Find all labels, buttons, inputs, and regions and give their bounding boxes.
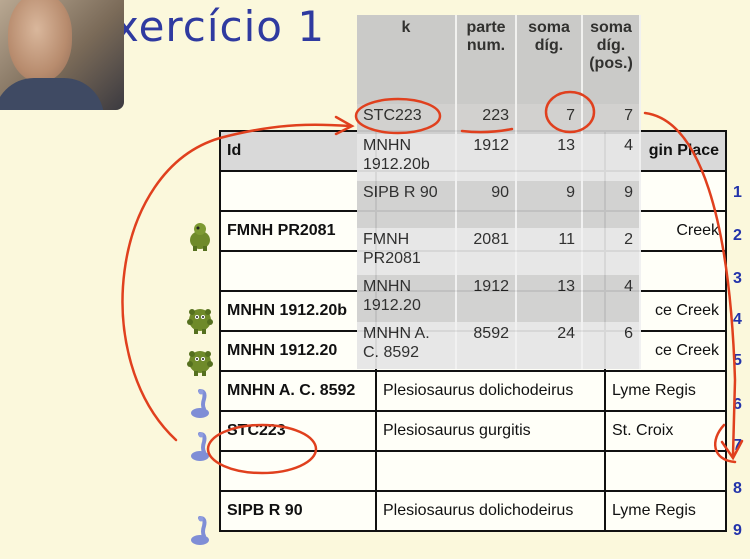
presenter-shirt	[0, 78, 104, 110]
row-number: 9	[733, 522, 742, 539]
spiky-dinosaur-icon	[187, 351, 213, 376]
table-row: STC223 Plesiosaurus gurgitis St. Croix	[219, 410, 727, 452]
table-row: STC223 223 7 7	[357, 104, 641, 134]
id-cell	[219, 170, 377, 212]
id-cell: FMNH PR2081	[219, 210, 377, 252]
row-number: 7	[733, 437, 742, 454]
k-cell: MNHN 1912.20b	[357, 134, 457, 181]
k-cell: MNHN A. C. 8592	[357, 322, 457, 369]
header-soma-dig-pos: soma díg. (pos.)	[582, 15, 641, 104]
id-cell: MNHN 1912.20	[219, 330, 377, 372]
overlay-header-row: k parte num. soma díg. soma díg. (pos.)	[357, 15, 641, 104]
id-cell: MNHN 1912.20b	[219, 290, 377, 332]
table-row: MNHN 1912.20 1912 13 4	[357, 275, 641, 322]
pos-cell: 6	[582, 322, 641, 369]
soma-cell: 9	[516, 181, 583, 228]
row-number: 3	[733, 270, 742, 287]
pos-cell: 2	[582, 228, 641, 275]
pos-cell: 4	[582, 275, 641, 322]
soma-cell: 13	[516, 134, 583, 181]
id-cell: STC223	[219, 410, 377, 452]
row-number: 5	[733, 352, 742, 369]
row-number: 2	[733, 227, 742, 244]
table-row: FMNH PR2081 2081 11 2	[357, 228, 641, 275]
parte-cell: 90	[456, 181, 517, 228]
parte-cell: 223	[456, 104, 517, 134]
row-number: 8	[733, 480, 742, 497]
dinosaur-icon	[190, 223, 210, 251]
id-cell: MNHN A. C. 8592	[219, 370, 377, 412]
presenter-face	[8, 0, 72, 82]
slide-title: xercício 1	[114, 2, 326, 51]
row-number: 4	[733, 311, 742, 328]
k-cell: STC223	[357, 104, 457, 134]
k-cell: SIPB R 90	[357, 181, 457, 228]
table-row: MNHN A. C. 8592 Plesiosaurus dolichodeiru…	[219, 370, 727, 412]
pos-cell: 7	[582, 104, 641, 134]
k-cell: FMNH PR2081	[357, 228, 457, 275]
id-cell: SIPB R 90	[219, 490, 377, 532]
species-cell: Plesiosaurus dolichodeirus	[375, 490, 606, 532]
plesiosaur-icon	[191, 432, 209, 461]
species-cell: Plesiosaurus dolichodeirus	[375, 370, 606, 412]
place-cell	[604, 450, 727, 492]
header-k: k	[357, 15, 457, 104]
header-soma-dig: soma díg.	[516, 15, 583, 104]
spiky-dinosaur-icon	[187, 309, 213, 334]
place-cell: Lyme Regis	[604, 490, 727, 532]
parte-cell: 1912	[456, 134, 517, 181]
webcam-video	[0, 0, 124, 110]
parte-cell: 1912	[456, 275, 517, 322]
species-cell: Plesiosaurus gurgitis	[375, 410, 606, 452]
soma-cell: 13	[516, 275, 583, 322]
soma-cell: 11	[516, 228, 583, 275]
table-row	[219, 450, 727, 492]
id-cell	[219, 250, 377, 292]
pos-cell: 4	[582, 134, 641, 181]
species-cell	[375, 450, 606, 492]
id-cell	[219, 450, 377, 492]
k-cell: MNHN 1912.20	[357, 275, 457, 322]
place-cell: Lyme Regis	[604, 370, 727, 412]
row-number: 6	[733, 396, 742, 413]
pos-cell: 9	[582, 181, 641, 228]
header-parte-num: parte num.	[456, 15, 517, 104]
parte-cell: 2081	[456, 228, 517, 275]
table-row: SIPB R 90 90 9 9	[357, 181, 641, 228]
row-number: 1	[733, 184, 742, 201]
soma-cell: 7	[516, 104, 583, 134]
table-row: MNHN A. C. 8592 8592 24 6	[357, 322, 641, 369]
place-cell: St. Croix	[604, 410, 727, 452]
table-row: MNHN 1912.20b 1912 13 4	[357, 134, 641, 181]
soma-cell: 24	[516, 322, 583, 369]
digit-sum-table: k parte num. soma díg. soma díg. (pos.) …	[357, 15, 641, 369]
table-row: SIPB R 90 Plesiosaurus dolichodeirus Lyme …	[219, 490, 727, 532]
header-id: Id	[219, 130, 377, 172]
plesiosaur-icon	[191, 389, 209, 418]
plesiosaur-icon	[191, 516, 209, 545]
parte-cell: 8592	[456, 322, 517, 369]
